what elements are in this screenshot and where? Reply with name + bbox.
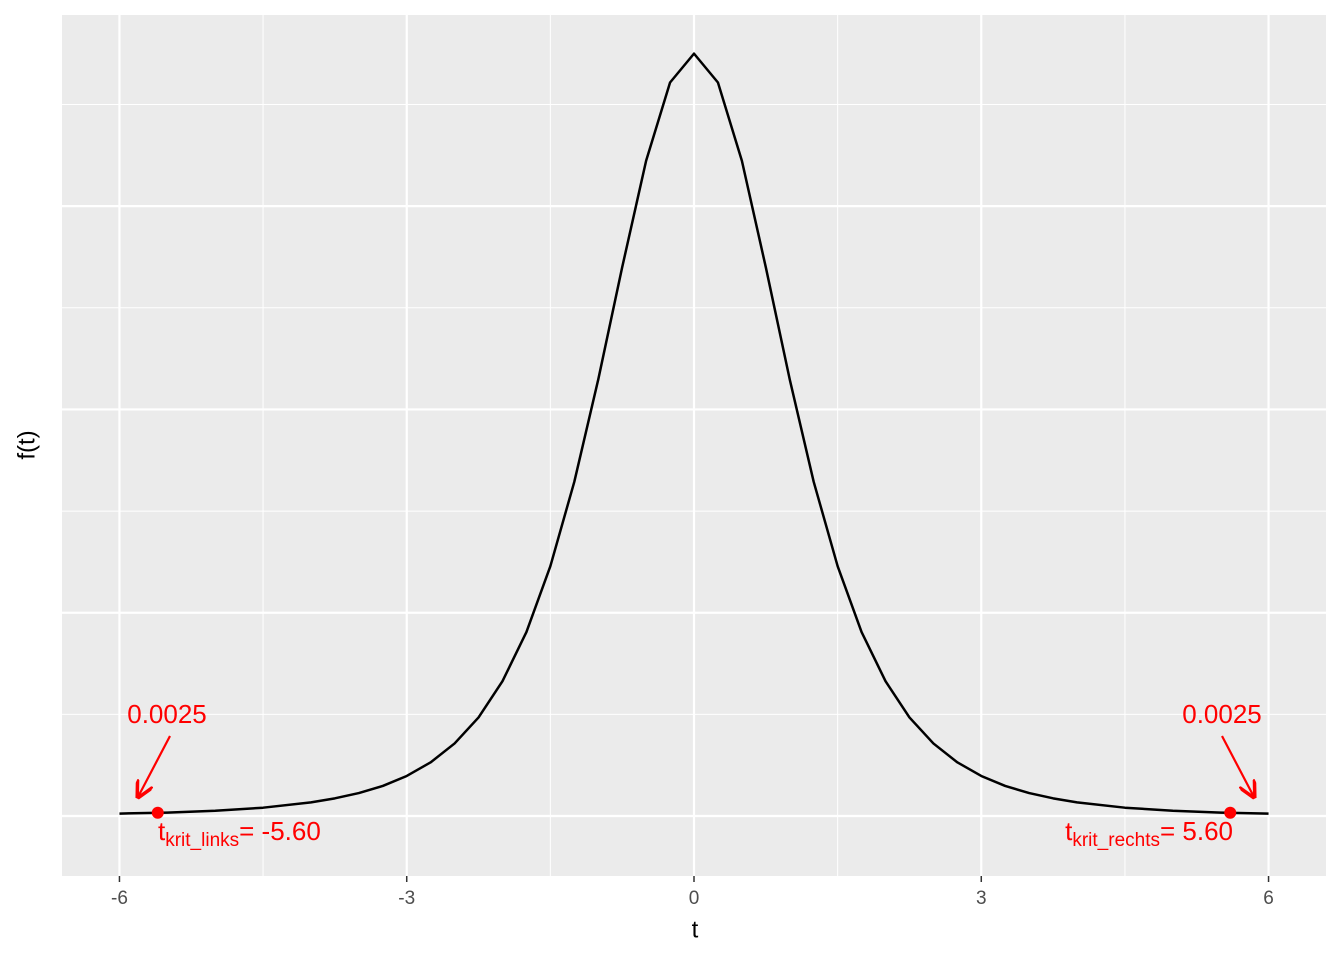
x-axis-title: t (692, 916, 699, 943)
x-tick-label: 0 (689, 888, 700, 909)
critical-label: tkrit_links= -5.60 (158, 816, 321, 851)
critical-label-sub: krit_rechts (1072, 830, 1160, 851)
tail-area-label: 0.0025 (127, 699, 207, 729)
critical-point (151, 806, 164, 819)
x-tick-label: 6 (1263, 888, 1274, 909)
tail-area-label: 0.0025 (1182, 699, 1262, 729)
critical-label-sub: krit_links (165, 830, 239, 851)
critical-label-rest: = 5.60 (1160, 816, 1233, 846)
annotation-arrow (1221, 735, 1254, 797)
y-axis-title: f(t) (13, 430, 40, 459)
critical-label-main: t (1065, 816, 1073, 846)
annotation-arrow (138, 735, 171, 797)
critical-label: tkrit_rechts= 5.60 (1065, 816, 1233, 851)
critical-label-main: t (158, 816, 166, 846)
x-tick-label: -6 (111, 888, 128, 909)
density-line (119, 52, 1269, 815)
x-tick-label: 3 (976, 888, 987, 909)
critical-label-rest: = -5.60 (239, 816, 321, 846)
critical-point (1224, 806, 1237, 819)
x-tick-label: -3 (398, 888, 415, 909)
